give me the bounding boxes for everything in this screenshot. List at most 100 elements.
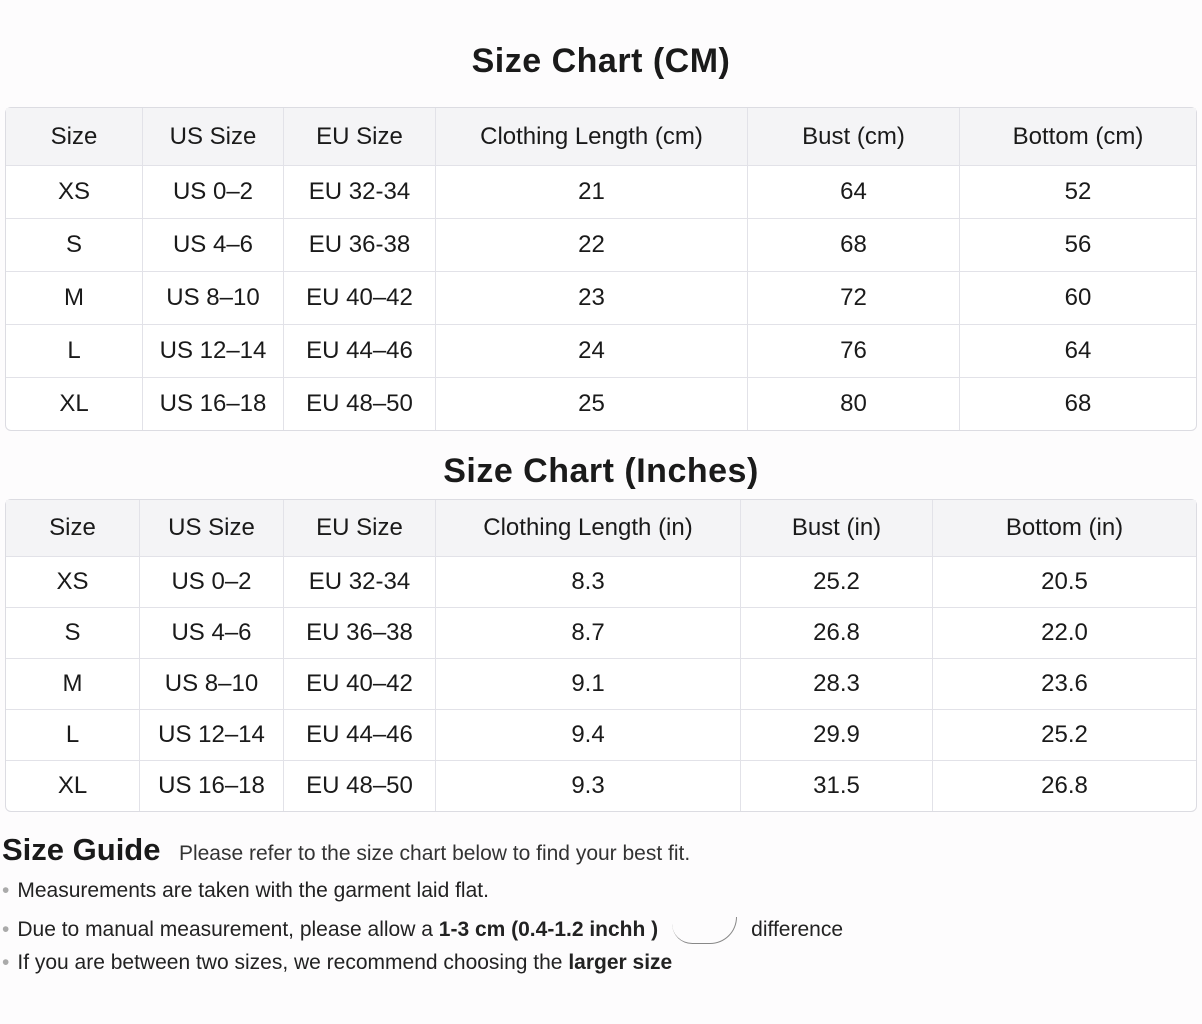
tolerance-text: 1-3 cm (0.4-1.2 inchh ) <box>438 918 659 941</box>
table-header-row: Size US Size EU Size Clothing Length (in) Bu… <box>6 500 1196 557</box>
column-header: Bottom (in) <box>933 500 1196 557</box>
table-cell: 21 <box>436 166 748 219</box>
column-header: Bust (cm) <box>748 108 960 166</box>
column-header: Clothing Length (cm) <box>436 108 748 166</box>
table-cell: 23 <box>436 272 748 325</box>
table-cell: EU 44–46 <box>284 325 436 378</box>
table-cell: XS <box>6 166 143 219</box>
bullet-text: If you are between two sizes, we recomme… <box>17 951 569 974</box>
table-cell: 24 <box>436 325 748 378</box>
cm-chart-title: Size Chart (CM) <box>471 42 731 80</box>
table-cell: 29.9 <box>741 710 933 761</box>
guide-bullet: • Due to manual measurement, please allow… <box>2 917 844 944</box>
table-cell: 9.3 <box>436 761 741 811</box>
table-cell: 52 <box>960 166 1196 219</box>
table-row: M US 8–10 EU 40–42 9.1 28.3 23.6 <box>6 659 1196 710</box>
table-cell: EU 36–38 <box>284 608 436 659</box>
table-cell: 31.5 <box>741 761 933 811</box>
table-cell: 26.8 <box>741 608 933 659</box>
column-header: Size <box>6 108 143 166</box>
table-cell: US 12–14 <box>143 325 284 378</box>
table-cell: US 16–18 <box>140 761 284 811</box>
table-row: S US 4–6 EU 36–38 8.7 26.8 22.0 <box>6 608 1196 659</box>
table-cell: 22.0 <box>933 608 1196 659</box>
inch-size-table: Size US Size EU Size Clothing Length (in) Bu… <box>5 499 1197 812</box>
bullet-icon: • <box>2 879 10 902</box>
inch-chart-title: Size Chart (Inches) <box>443 452 759 490</box>
bullet-text: Due to manual measurement, please allow … <box>17 918 439 941</box>
bullet-text: Measurements are taken with the garment … <box>17 879 489 902</box>
table-cell: EU 48–50 <box>284 378 436 430</box>
table-cell: US 4–6 <box>143 219 284 272</box>
table-cell: US 0–2 <box>140 557 284 608</box>
table-cell: 9.1 <box>436 659 741 710</box>
bullet-icon: • <box>2 951 10 974</box>
table-cell: 9.4 <box>436 710 741 761</box>
column-header: Clothing Length (in) <box>436 500 741 557</box>
table-header-row: Size US Size EU Size Clothing Length (cm) Bu… <box>6 108 1196 166</box>
table-cell: S <box>6 219 143 272</box>
table-row: S US 4–6 EU 36-38 22 68 56 <box>6 219 1196 272</box>
table-cell: 25.2 <box>741 557 933 608</box>
table-cell: US 0–2 <box>143 166 284 219</box>
table-cell: US 8–10 <box>143 272 284 325</box>
table-cell: US 12–14 <box>140 710 284 761</box>
table-cell: US 8–10 <box>140 659 284 710</box>
table-cell: 64 <box>960 325 1196 378</box>
table-cell: US 16–18 <box>143 378 284 430</box>
bullet-text: difference <box>751 918 844 941</box>
table-row: L US 12–14 EU 44–46 9.4 29.9 25.2 <box>6 710 1196 761</box>
size-guide-title: Size Guide <box>2 832 161 867</box>
table-cell: M <box>6 272 143 325</box>
table-cell: 60 <box>960 272 1196 325</box>
table-cell: M <box>6 659 140 710</box>
table-row: XS US 0–2 EU 32-34 8.3 25.2 20.5 <box>6 557 1196 608</box>
guide-bullet: • Measurements are taken with the garment… <box>2 879 489 903</box>
table-cell: 25 <box>436 378 748 430</box>
arc-mark-icon <box>672 917 738 944</box>
table-cell: 64 <box>748 166 960 219</box>
table-row: XL US 16–18 EU 48–50 9.3 31.5 26.8 <box>6 761 1196 811</box>
guide-bullet: • If you are between two sizes, we recomm… <box>2 951 672 975</box>
table-cell: 28.3 <box>741 659 933 710</box>
table-cell: 8.7 <box>436 608 741 659</box>
table-cell: EU 40–42 <box>284 659 436 710</box>
table-cell: S <box>6 608 140 659</box>
column-header: EU Size <box>284 108 436 166</box>
table-cell: EU 48–50 <box>284 761 436 811</box>
table-cell: 76 <box>748 325 960 378</box>
size-guide-subtitle: Please refer to the size chart below to … <box>178 842 691 865</box>
table-cell: L <box>6 710 140 761</box>
table-row: L US 12–14 EU 44–46 24 76 64 <box>6 325 1196 378</box>
column-header: EU Size <box>284 500 436 557</box>
table-cell: 68 <box>1064 390 1092 417</box>
table-cell: EU 44–46 <box>284 710 436 761</box>
table-cell: XS <box>6 557 140 608</box>
table-cell: EU 32-34 <box>284 557 436 608</box>
recommendation-text: larger size <box>568 951 673 974</box>
table-row: XS US 0–2 EU 32-34 21 64 52 <box>6 166 1196 219</box>
table-cell: 26.8 <box>1041 772 1088 799</box>
table-cell: 25.2 <box>933 710 1196 761</box>
table-cell: 68 <box>748 219 960 272</box>
table-cell: EU 36-38 <box>284 219 436 272</box>
column-header: Size <box>6 500 140 557</box>
table-cell: 80 <box>748 378 960 430</box>
column-header: US Size <box>143 108 284 166</box>
column-header: Bust (in) <box>741 500 933 557</box>
bullet-icon: • <box>2 918 10 941</box>
cm-size-table: Size US Size EU Size Clothing Length (cm) Bu… <box>5 107 1197 431</box>
table-row: M US 8–10 EU 40–42 23 72 60 <box>6 272 1196 325</box>
table-cell: 23.6 <box>933 659 1196 710</box>
table-cell: 22 <box>436 219 748 272</box>
table-cell: 20.5 <box>933 557 1196 608</box>
column-header: US Size <box>140 500 284 557</box>
table-cell: L <box>6 325 143 378</box>
table-cell: EU 40–42 <box>284 272 436 325</box>
table-cell: 8.3 <box>436 557 741 608</box>
table-cell: US 4–6 <box>140 608 284 659</box>
table-cell: EU 32-34 <box>284 166 436 219</box>
table-cell: 56 <box>960 219 1196 272</box>
table-cell: XL <box>6 761 140 811</box>
column-header: Bottom (cm) <box>960 108 1196 166</box>
